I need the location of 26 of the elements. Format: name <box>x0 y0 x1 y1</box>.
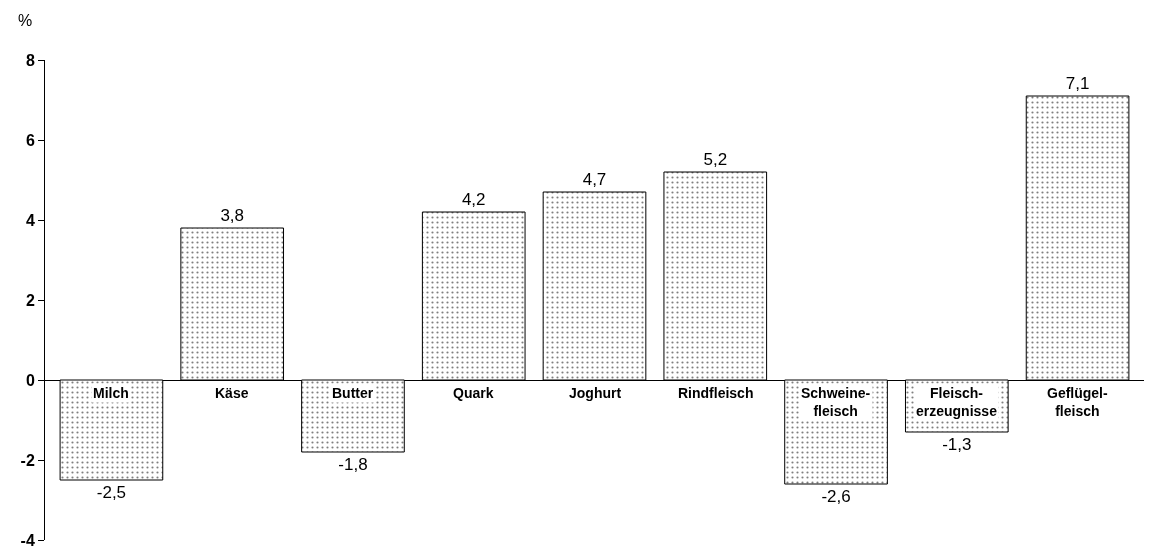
x-tick-label: Fleisch- erzeugnisse <box>916 385 998 420</box>
x-tick-label: Milch <box>93 385 129 401</box>
y-tick-label: 8 <box>25 51 35 69</box>
x-tick-label: Joghurt <box>569 385 622 401</box>
data-label: 7,1 <box>1065 74 1090 93</box>
y-tick-label: 4 <box>25 211 35 229</box>
data-label: 4,2 <box>461 190 486 209</box>
x-tick-label: Quark <box>453 385 494 401</box>
x-tick-label: Käse <box>215 385 249 401</box>
data-label: -1,3 <box>942 435 972 454</box>
y-axis-title: % <box>18 12 33 29</box>
y-tick-label: -4 <box>20 531 35 549</box>
data-label: 4,7 <box>582 170 607 189</box>
data-label: -2,5 <box>96 483 127 502</box>
y-tick-label: -2 <box>20 451 35 469</box>
x-tick-label: Butter <box>332 385 374 401</box>
x-tick-label: Geflügel- fleisch <box>1047 385 1109 420</box>
data-label: -2,6 <box>821 487 851 506</box>
x-tick-label: Rindfleisch <box>678 385 754 401</box>
y-tick-label: 0 <box>25 371 35 389</box>
x-tick-label: Schweine- fleisch <box>801 385 871 420</box>
y-tick-label: 2 <box>25 291 35 309</box>
data-label: 3,8 <box>220 206 245 225</box>
y-tick-label: 6 <box>25 131 35 149</box>
data-label: 5,2 <box>703 150 728 169</box>
data-label: -1,8 <box>338 455 368 474</box>
